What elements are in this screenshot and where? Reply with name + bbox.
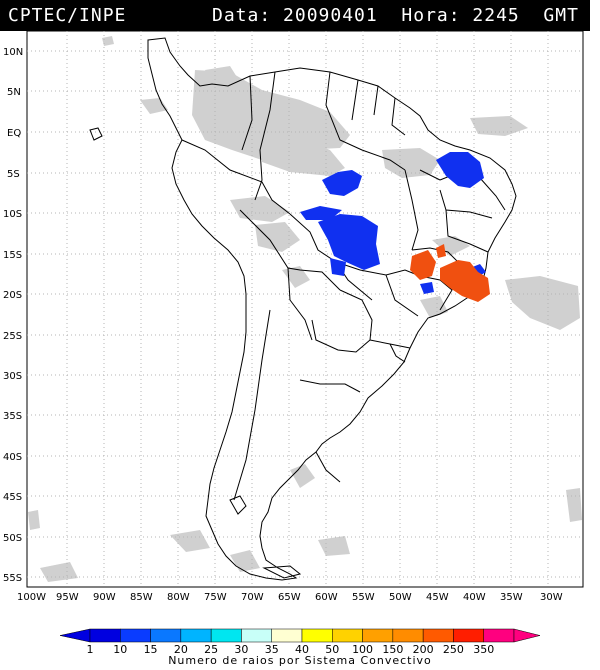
- colorbar-swatch: [271, 628, 303, 643]
- lon-label: 30W: [540, 592, 563, 603]
- colorbar-swatch: [241, 628, 272, 643]
- lon-label: 55W: [352, 592, 375, 603]
- lon-label: 95W: [56, 592, 79, 603]
- lon-label: 90W: [93, 592, 116, 603]
- colorbar-swatch: [180, 628, 212, 643]
- lon-label: 35W: [500, 592, 523, 603]
- colorbar-value-label: 150: [382, 643, 403, 656]
- date-time-label: Data: 20090401 Hora: 2245 GMT: [212, 5, 579, 26]
- colorbar-value-label: 10: [113, 643, 127, 656]
- colorbar-value-label: 20: [174, 643, 188, 656]
- colorbar-title: Numero de raios por Sistema Convectivo: [168, 654, 432, 667]
- colorbar-swatch: [210, 628, 242, 643]
- colorbar-value-label: 50: [325, 643, 339, 656]
- lat-label: 30S: [3, 371, 22, 382]
- colorbar-labels: 1 10 15 20 25 30 35 40 50 100 150 200 250 350: [87, 643, 495, 656]
- lat-label: 35S: [3, 411, 22, 422]
- colorbar-swatch: [120, 628, 151, 643]
- colorbar-swatch: [332, 628, 363, 643]
- colorbar-value-label: 200: [413, 643, 434, 656]
- colorbar-value-label: 25: [204, 643, 218, 656]
- lat-label: 5N: [7, 87, 21, 98]
- coastline-and-borders: [89, 37, 517, 581]
- map-header: CPTEC/INPE Data: 20090401 Hora: 2245 GMT: [0, 0, 590, 31]
- colorbar-swatch: [483, 628, 515, 643]
- longitude-labels: 100W 95W 90W 85W 80W 75W 70W 65W 60W 55W…: [17, 592, 563, 603]
- colorbar-arrow-right: [513, 628, 541, 643]
- colorbar-value-label: 30: [234, 643, 248, 656]
- lon-label: 45W: [426, 592, 449, 603]
- lat-label: 10S: [3, 209, 22, 220]
- lat-label: 25S: [3, 331, 22, 342]
- source-label: CPTEC/INPE: [8, 5, 127, 26]
- colorbar-value-label: 100: [352, 643, 373, 656]
- lon-label: 100W: [17, 592, 46, 603]
- colorbar-value-label: 40: [295, 643, 309, 656]
- colorbar-swatch: [150, 628, 182, 643]
- graticule: [27, 31, 583, 587]
- lat-label: 10N: [3, 47, 23, 58]
- colorbar-swatch: [89, 628, 121, 643]
- lat-label: 50S: [3, 533, 22, 544]
- colorbar-swatch: [392, 628, 424, 643]
- colorbar-value-label: 350: [473, 643, 494, 656]
- lon-label: 80W: [167, 592, 190, 603]
- lon-label: 65W: [278, 592, 301, 603]
- lat-label: 55S: [3, 573, 22, 584]
- convective-systems-low: [300, 152, 486, 294]
- lon-label: 70W: [241, 592, 264, 603]
- lat-label: 5S: [7, 169, 20, 180]
- lat-label: 15S: [3, 250, 22, 261]
- lon-label: 75W: [204, 592, 227, 603]
- colorbar-value-label: 15: [144, 643, 158, 656]
- colorbar-swatch: [362, 628, 394, 643]
- lon-label: 50W: [389, 592, 412, 603]
- lon-label: 40W: [463, 592, 486, 603]
- lat-label: EQ: [7, 128, 21, 139]
- latitude-labels: 10N 5N EQ 5S 10S 15S 20S 25S 30S 35S 40S…: [3, 47, 23, 584]
- lat-label: 45S: [3, 492, 22, 503]
- colorbar: [59, 628, 541, 643]
- lon-label: 85W: [130, 592, 153, 603]
- colorbar-value-label: 35: [265, 643, 279, 656]
- convective-systems-high: [410, 244, 490, 302]
- colorbar-swatch: [301, 628, 333, 643]
- colorbar-swatch: [422, 628, 454, 643]
- colorbar-value-label: 250: [443, 643, 464, 656]
- colorbar-swatch: [453, 628, 484, 643]
- colorbar-value-label: 1: [87, 643, 94, 656]
- lat-label: 40S: [3, 452, 22, 463]
- lon-label: 60W: [315, 592, 338, 603]
- colorbar-arrow-left: [59, 628, 91, 643]
- lat-label: 20S: [3, 290, 22, 301]
